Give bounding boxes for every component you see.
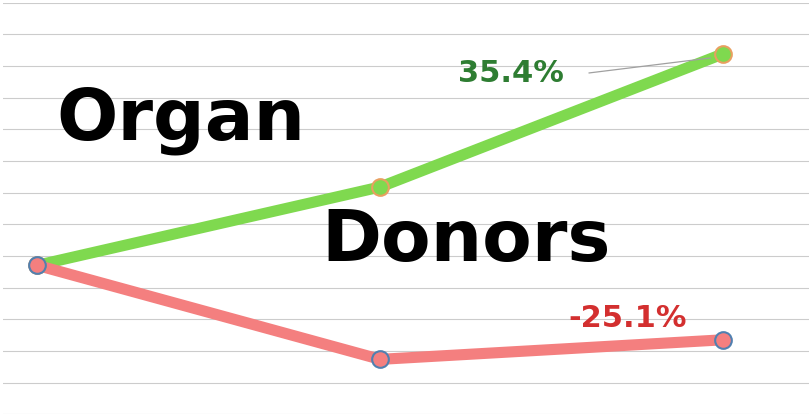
Text: -25.1%: -25.1% (568, 304, 686, 333)
Text: 35.4%: 35.4% (457, 59, 563, 88)
Text: Donors: Donors (321, 207, 610, 276)
Text: Organ: Organ (57, 86, 306, 155)
